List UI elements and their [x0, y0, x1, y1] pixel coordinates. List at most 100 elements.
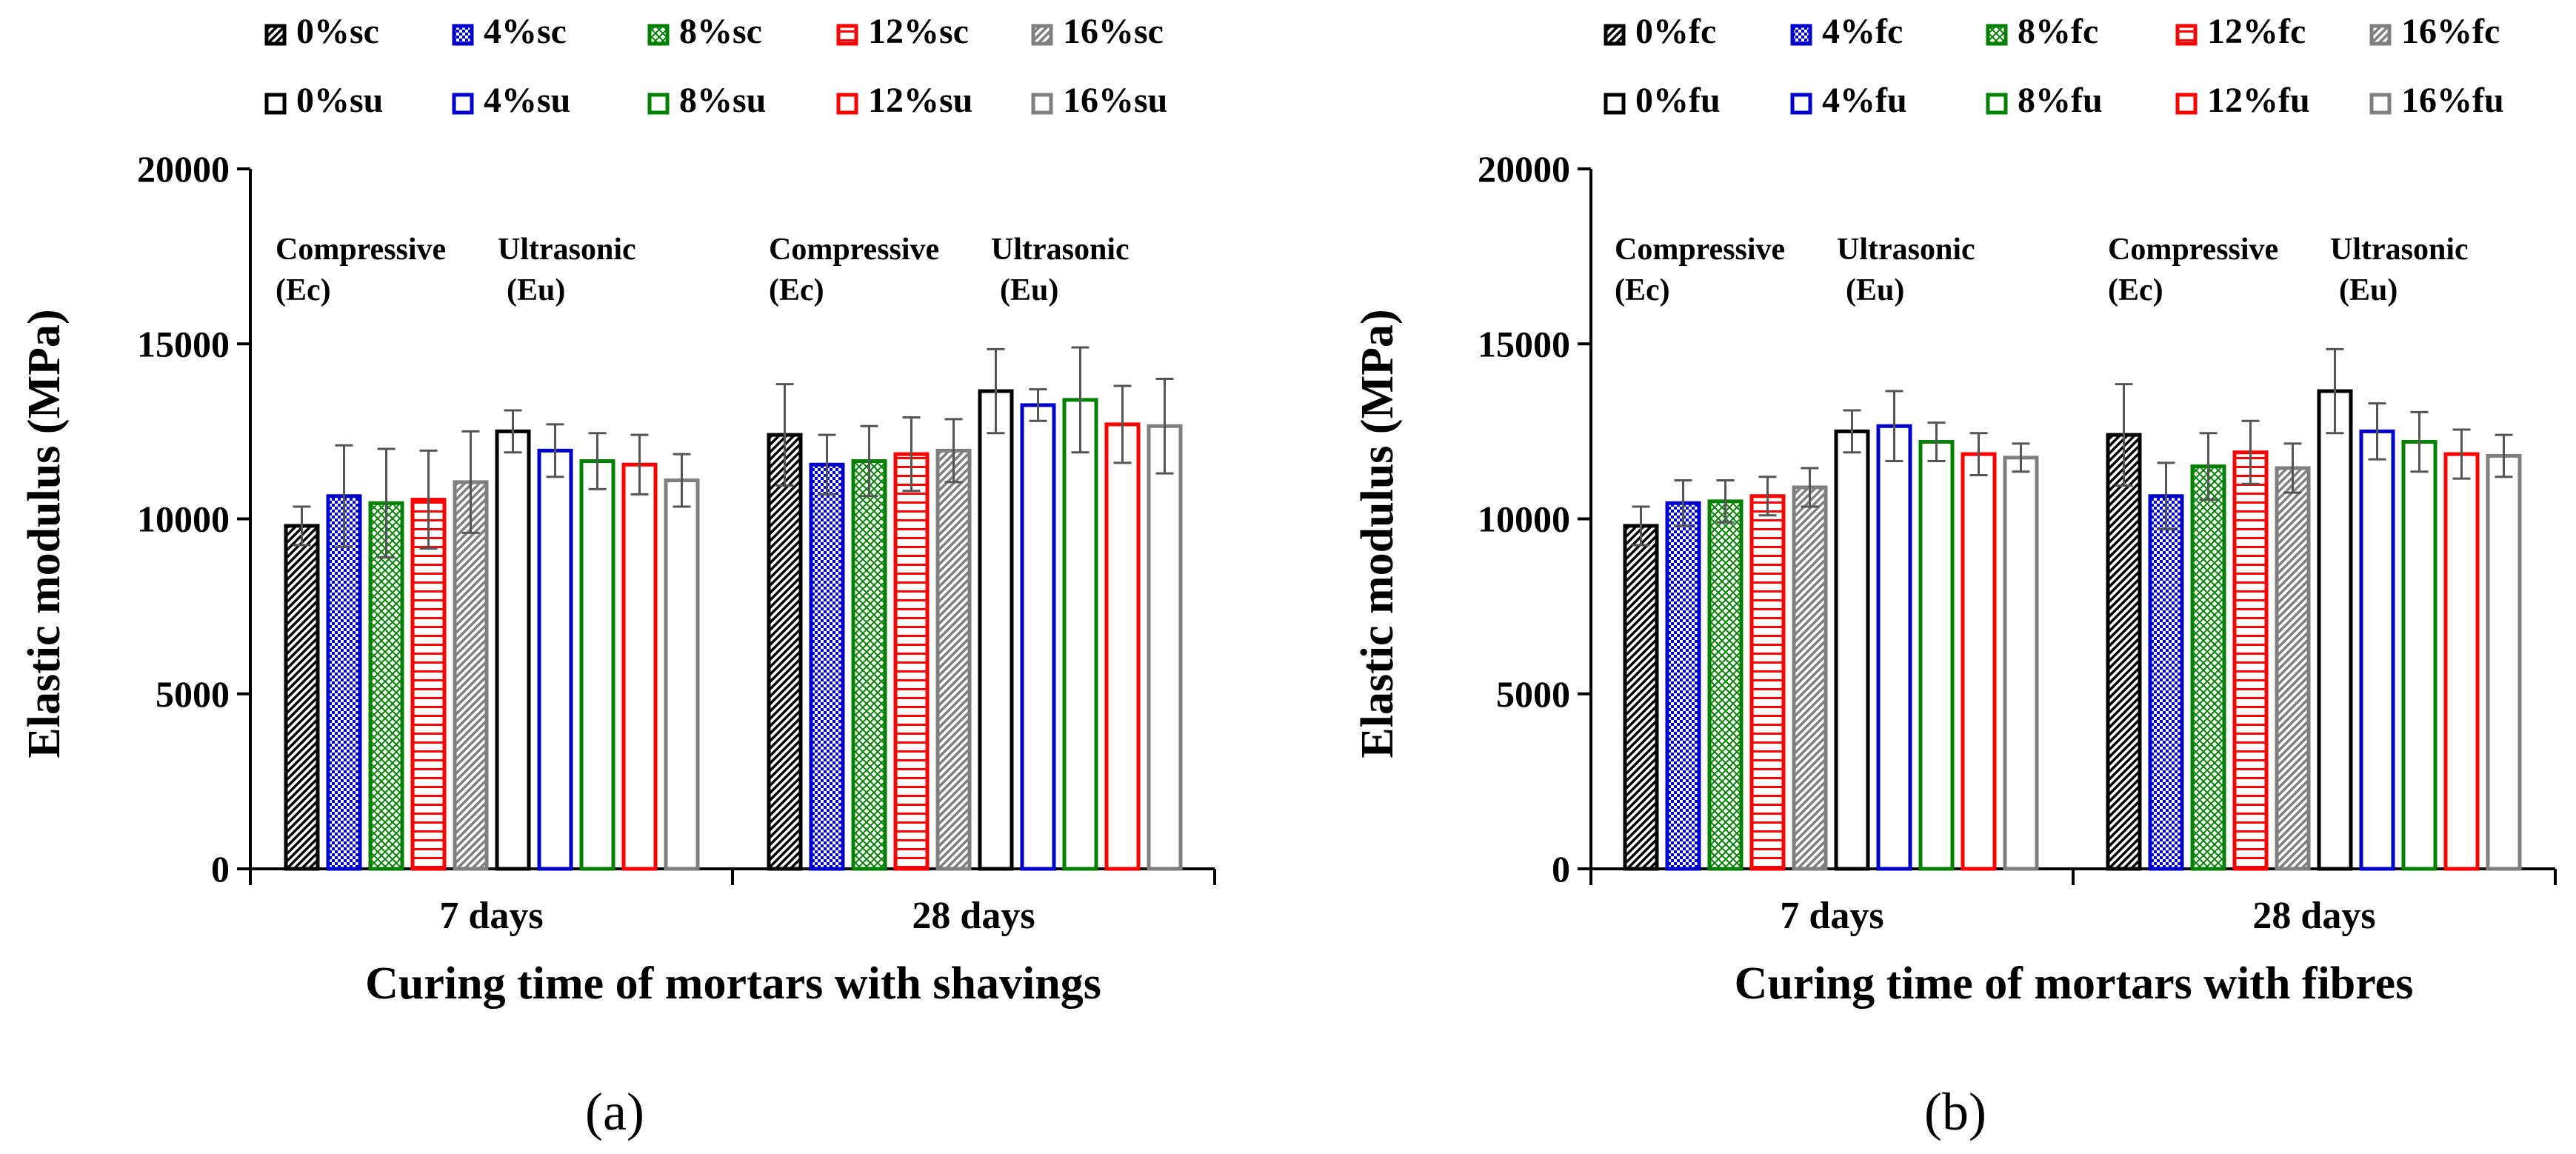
- legend-label: 4%su: [484, 81, 570, 120]
- error-bar: [2283, 442, 2302, 494]
- group-annotation-title: Compressive: [769, 233, 939, 267]
- group-annotation-symbol: (Eu): [2339, 273, 2398, 307]
- error-bar: [1758, 476, 1777, 517]
- error-bar: [987, 347, 1005, 435]
- bar: [935, 448, 972, 871]
- legend-label: 16%su: [1063, 81, 1167, 120]
- legend-swatch: [647, 24, 670, 46]
- group-annotation-title: Compressive: [2108, 233, 2278, 267]
- bar: [410, 498, 447, 871]
- error-bar: [1674, 479, 1692, 527]
- y-tick-label: 0: [211, 848, 230, 890]
- legend-label: 8%fc: [2018, 12, 2098, 51]
- group-annotation-symbol: (Eu): [507, 273, 565, 307]
- bar: [1665, 501, 1701, 871]
- error-bar: [461, 430, 480, 534]
- x-category-label: 28 days: [912, 895, 1035, 937]
- legend-swatch: [1986, 24, 2008, 46]
- panel-label: (b): [1924, 1082, 1986, 1141]
- legend-swatch: [647, 93, 670, 115]
- error-bar: [860, 424, 878, 498]
- group-annotation-symbol: (Ec): [769, 273, 824, 307]
- legend-swatch: [1604, 24, 1626, 46]
- error-bar: [2410, 410, 2429, 473]
- legend-label: 16%sc: [1063, 12, 1164, 51]
- error-bar: [2495, 433, 2513, 478]
- error-bar: [2452, 428, 2471, 480]
- group-annotation-title: Compressive: [1615, 233, 1785, 267]
- legend-swatch: [1986, 93, 2008, 115]
- x-category-label: 7 days: [1780, 895, 1883, 937]
- legend-label: 0%sc: [296, 12, 379, 51]
- legend-swatch: [836, 93, 858, 115]
- x-axis-title: Curing time of mortars with fibres: [1735, 958, 2414, 1009]
- y-tick-label: 10000: [1478, 498, 1570, 540]
- legend-label: 12%fu: [2207, 81, 2310, 120]
- y-tick-label: 15000: [1478, 323, 1570, 364]
- error-bar: [1029, 388, 1047, 422]
- legend-label: 0%fc: [1635, 12, 1716, 51]
- error-bar: [1716, 479, 1735, 524]
- error-bar: [419, 449, 438, 550]
- legend-label: 16%fc: [2401, 12, 2500, 51]
- bar: [664, 478, 700, 871]
- legend-label: 12%su: [868, 81, 972, 120]
- legend-swatch: [2369, 93, 2392, 115]
- group-annotation-title: Ultrasonic: [498, 233, 636, 267]
- error-bar: [1927, 421, 1946, 463]
- y-tick-label: 0: [1552, 848, 1570, 890]
- legend-label: 0%su: [296, 81, 383, 120]
- bar: [1749, 494, 1786, 871]
- error-bar: [1632, 505, 1650, 547]
- bar: [2359, 429, 2395, 871]
- legend-swatch: [1031, 24, 1053, 46]
- group-annotation-symbol: (Ec): [276, 273, 331, 307]
- x-category-label: 28 days: [2252, 895, 2375, 937]
- legend-swatch: [836, 24, 858, 46]
- legend-label: 4%sc: [484, 12, 567, 51]
- error-bar: [673, 453, 691, 508]
- error-bar: [504, 409, 522, 454]
- bar: [2106, 433, 2142, 871]
- bar: [1961, 452, 1997, 871]
- bar: [2401, 440, 2437, 871]
- bar: [1623, 524, 1659, 871]
- error-bar: [2115, 383, 2133, 487]
- error-bar: [2012, 442, 2030, 473]
- error-bar: [335, 444, 353, 548]
- error-bar: [546, 423, 564, 478]
- bar: [621, 462, 658, 871]
- y-tick-label: 10000: [137, 498, 230, 540]
- group-annotation-title: Ultrasonic: [2330, 233, 2469, 267]
- bar: [1918, 440, 1955, 871]
- bar: [1020, 403, 1056, 871]
- legend-swatch: [1790, 93, 1812, 115]
- bar: [2003, 456, 2039, 871]
- y-axis-title: Elastic modulus (MPa): [1352, 309, 1403, 758]
- error-bar: [630, 433, 649, 496]
- legend-swatch: [2175, 93, 2198, 115]
- legend-swatch: [1031, 93, 1053, 115]
- error-bar: [1969, 432, 1988, 476]
- group-annotation-symbol: (Eu): [1846, 273, 1904, 307]
- legend-swatch: [452, 93, 474, 115]
- error-bar: [818, 433, 836, 496]
- bar: [2190, 464, 2226, 871]
- bar: [368, 501, 404, 871]
- error-bar: [1113, 384, 1132, 464]
- bar: [537, 448, 573, 871]
- legend-label: 4%fc: [1822, 12, 1903, 51]
- error-bar: [588, 432, 607, 490]
- legend-swatch: [1790, 24, 1812, 46]
- legend-label: 0%fu: [1635, 81, 1721, 120]
- bar: [2232, 450, 2269, 871]
- legend-label: 4%fu: [1822, 81, 1907, 120]
- bar: [326, 494, 362, 871]
- panel-label: (a): [585, 1082, 644, 1141]
- bar: [1834, 429, 1870, 871]
- group-annotation-symbol: (Eu): [1000, 273, 1058, 307]
- legend-label: 12%fc: [2207, 12, 2306, 51]
- legend-label: 8%sc: [679, 12, 762, 51]
- error-bar: [2326, 347, 2344, 435]
- error-bar: [2199, 432, 2218, 501]
